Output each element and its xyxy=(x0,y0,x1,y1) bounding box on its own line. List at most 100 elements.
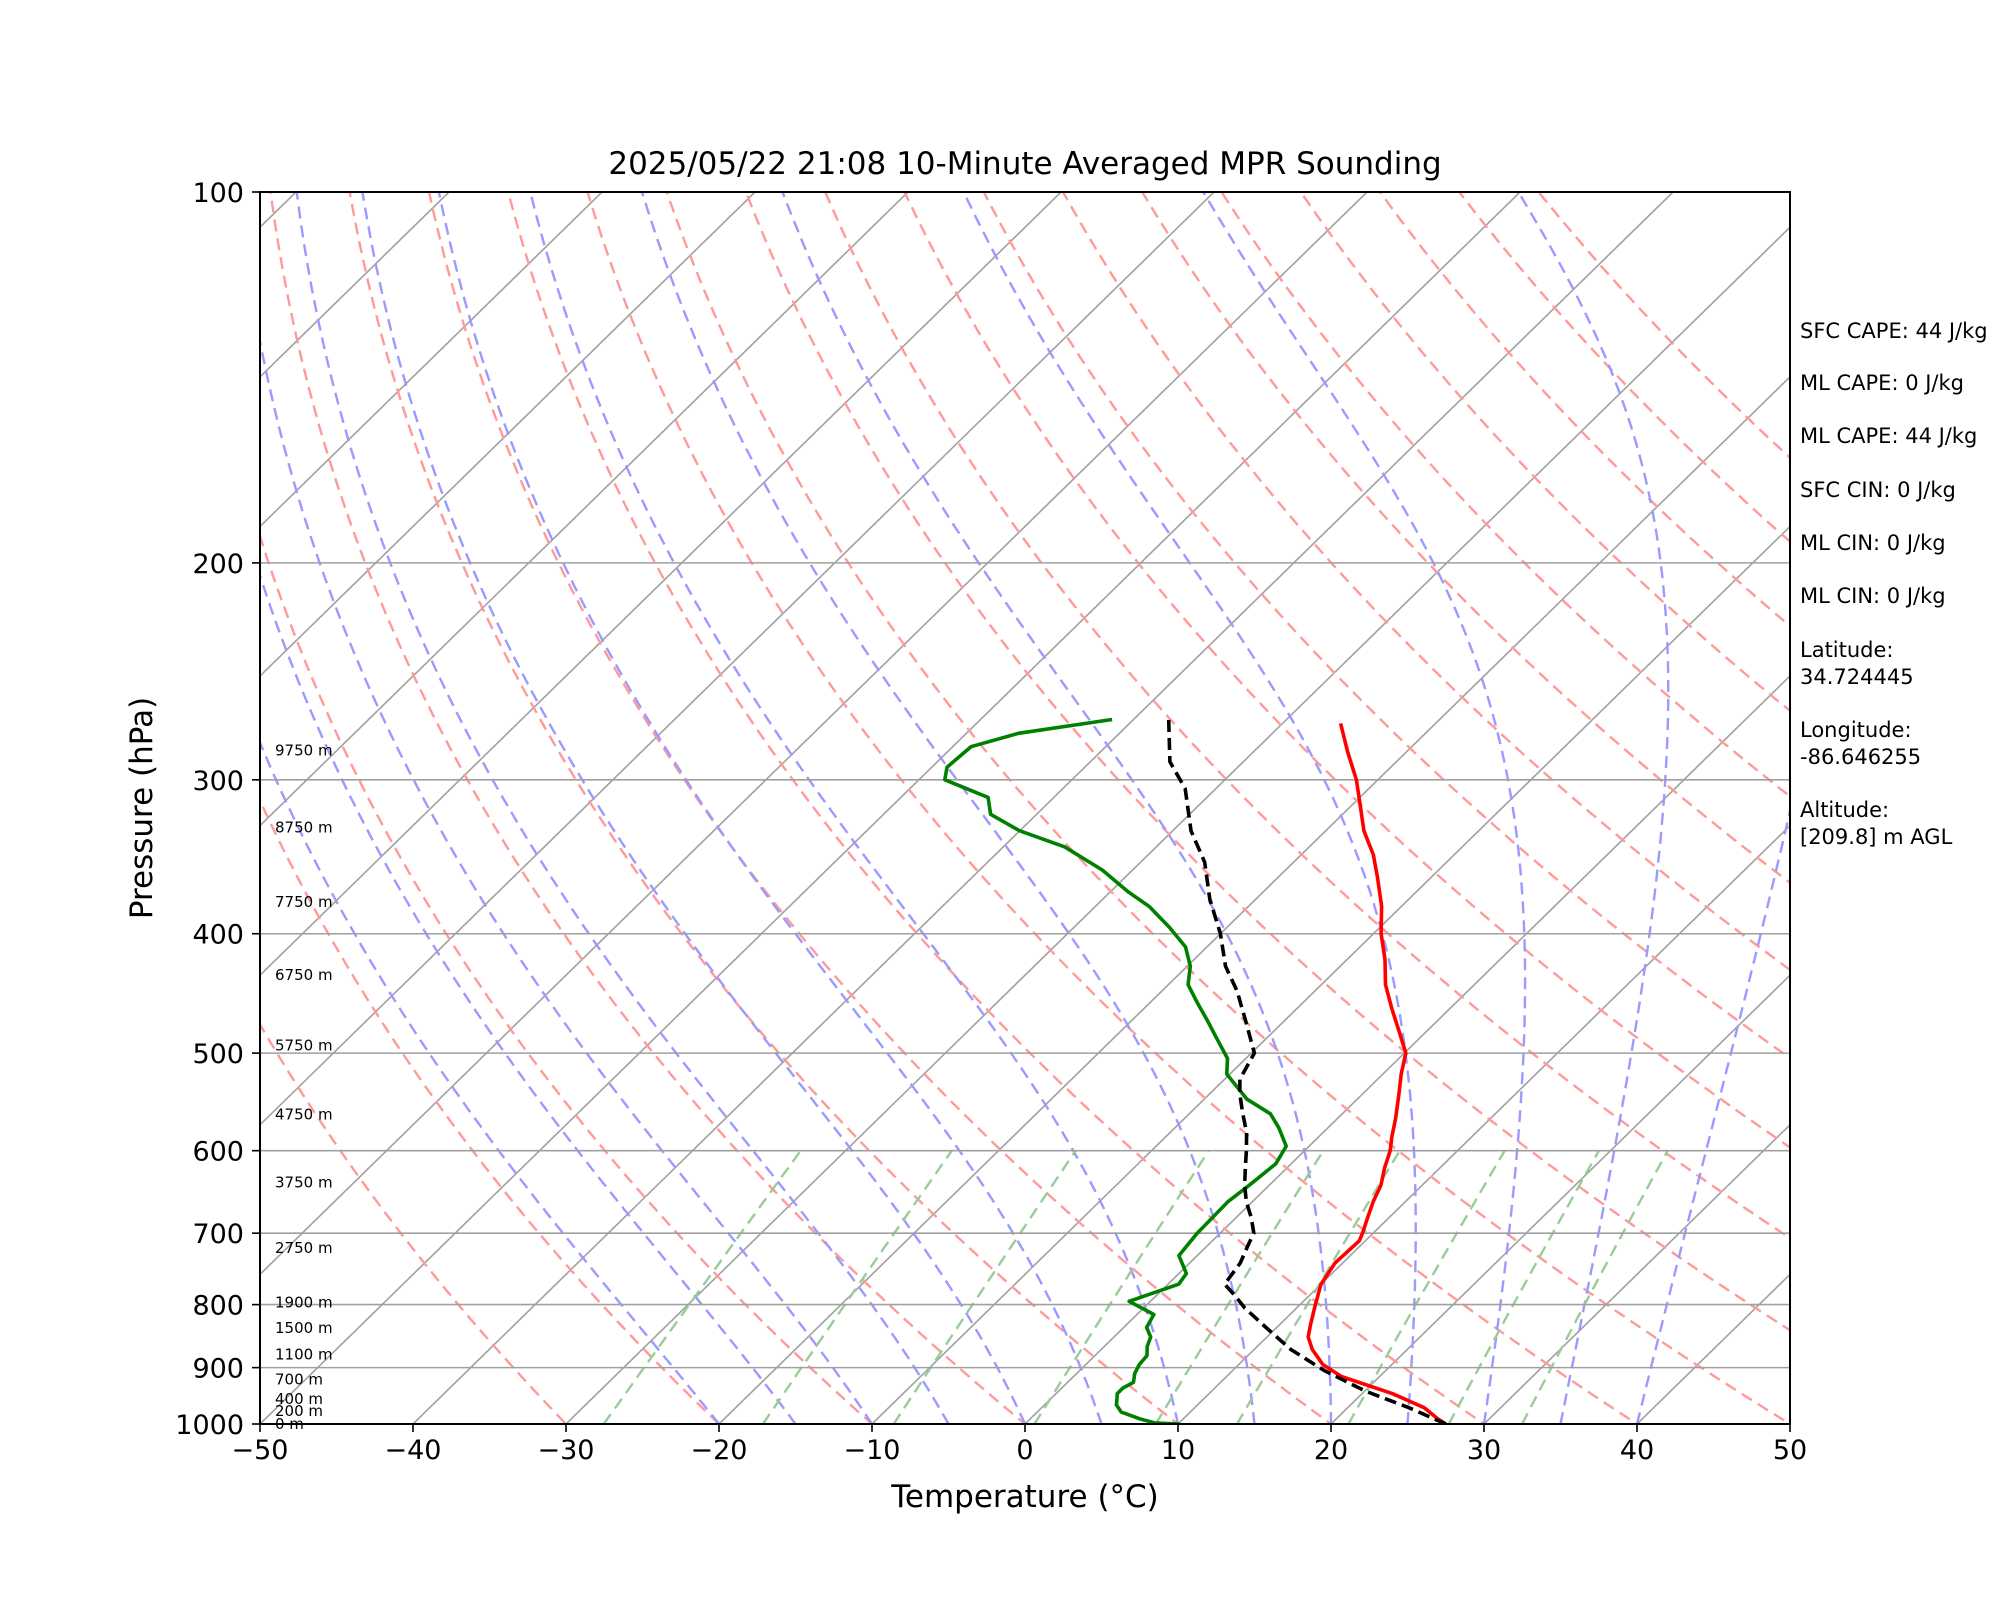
info-annotation: ML CIN: 0 J/kg xyxy=(1800,584,1946,608)
info-annotation: Altitude: xyxy=(1800,798,1889,822)
x-tick-label: −20 xyxy=(691,1435,748,1466)
height-label: 200 m xyxy=(275,1402,323,1420)
height-label: 6750 m xyxy=(275,966,333,984)
height-label: 400 m xyxy=(275,1390,323,1408)
chart-title: 2025/05/22 21:08 10-Minute Averaged MPR … xyxy=(608,146,1441,182)
isotherm-line xyxy=(717,375,1790,1424)
isotherm-line xyxy=(260,192,451,378)
isotherm-line xyxy=(1916,165,2000,1451)
y-tick-label: 1000 xyxy=(175,1410,244,1441)
moist-adiabat-line xyxy=(640,192,1256,1424)
isotherm-line xyxy=(564,226,1790,1424)
temperature-line xyxy=(1306,722,1447,1424)
dry-adiabat-line xyxy=(1457,192,1790,544)
dry-adiabat-line xyxy=(1536,192,1790,460)
x-tick-label: 50 xyxy=(1773,1435,1807,1466)
dry-adiabat-line xyxy=(744,192,1790,1332)
y-tick-label: 100 xyxy=(192,178,244,209)
height-label: 1900 m xyxy=(275,1294,333,1312)
height-label: 700 m xyxy=(275,1370,323,1388)
y-axis-label: Pressure (hPa) xyxy=(124,697,160,919)
height-label: 7750 m xyxy=(275,893,333,911)
moist-adiabat-line xyxy=(1202,192,1527,1424)
info-annotation: Longitude: xyxy=(1800,718,1912,742)
isotherm-line xyxy=(1482,1123,1790,1424)
x-tick-label: −40 xyxy=(385,1435,442,1466)
info-annotation: SFC CAPE: 44 J/kg xyxy=(1800,319,1988,343)
y-tick-label: 900 xyxy=(192,1354,244,1385)
height-label: 1100 m xyxy=(275,1345,333,1363)
isotherm-line xyxy=(870,525,1790,1424)
height-label: 8750 m xyxy=(275,819,333,837)
height-label: 2750 m xyxy=(275,1239,333,1257)
y-tick-label: 600 xyxy=(192,1137,244,1168)
x-tick-label: −50 xyxy=(232,1435,289,1466)
dry-adiabat-line xyxy=(260,797,721,1424)
dewpoint-line xyxy=(943,717,1288,1424)
info-annotation: [209.8] m AGL xyxy=(1800,825,1953,849)
dry-adiabat-line xyxy=(269,192,1027,1424)
y-tick-label: 200 xyxy=(192,549,244,580)
x-tick-label: 0 xyxy=(1016,1435,1033,1466)
height-label: 5750 m xyxy=(275,1037,333,1055)
isotherm-line xyxy=(260,192,1522,1424)
mixing-ratio-line xyxy=(892,1150,1077,1424)
x-tick-label: −10 xyxy=(844,1435,901,1466)
info-annotation: 34.724445 xyxy=(1800,665,1914,689)
info-annotation: ML CAPE: 44 J/kg xyxy=(1800,424,1977,448)
moist-adiabat-line xyxy=(260,739,720,1424)
dry-adiabat-line xyxy=(1140,192,1790,885)
y-tick-label: 300 xyxy=(192,766,244,797)
y-tick-label: 500 xyxy=(192,1039,244,1070)
dry-adiabat-line xyxy=(260,532,874,1424)
y-tick-label: 700 xyxy=(192,1219,244,1250)
y-tick-label: 800 xyxy=(192,1291,244,1322)
x-tick-label: −30 xyxy=(538,1435,595,1466)
moist-adiabat-line xyxy=(529,192,1180,1424)
moist-adiabat-line xyxy=(260,334,873,1424)
isotherm-line xyxy=(260,192,298,229)
isotherm-line xyxy=(260,192,910,827)
dry-adiabat-line xyxy=(903,192,1790,1149)
height-label: 1500 m xyxy=(275,1319,333,1337)
info-annotation: ML CAPE: 0 J/kg xyxy=(1800,371,1964,395)
moist-adiabat-line xyxy=(1635,805,1790,1424)
isotherm-line xyxy=(260,192,1063,977)
dry-adiabat-line xyxy=(506,192,1487,1424)
dry-adiabat-line xyxy=(1299,192,1790,713)
dry-adiabat-line xyxy=(348,192,1180,1424)
moist-adiabat-line xyxy=(781,192,1333,1424)
mixing-ratio-line xyxy=(1033,1150,1210,1424)
moist-adiabat-line xyxy=(361,192,1027,1424)
isotherm-line xyxy=(1176,824,1790,1424)
info-annotation: -86.646255 xyxy=(1800,745,1921,769)
x-tick-label: 20 xyxy=(1314,1435,1348,1466)
parcel-path-line xyxy=(1166,719,1447,1424)
isotherm-line xyxy=(260,192,604,528)
x-axis-label: Temperature (°C) xyxy=(890,1479,1159,1515)
x-tick-label: 10 xyxy=(1161,1435,1195,1466)
info-annotation: ML CIN: 0 J/kg xyxy=(1800,531,1946,555)
isotherm-line xyxy=(260,192,1216,1126)
x-tick-label: 30 xyxy=(1467,1435,1501,1466)
moist-adiabat-line xyxy=(437,192,1103,1424)
info-annotation: Latitude: xyxy=(1800,638,1894,662)
isotherm-line xyxy=(1329,974,1790,1424)
mixing-ratio-line xyxy=(602,1149,802,1424)
height-label: 9750 m xyxy=(275,741,333,759)
dry-adiabat-line xyxy=(1220,192,1790,798)
moist-adiabat-line xyxy=(260,571,797,1424)
isotherm-line xyxy=(260,192,1369,1276)
moist-adiabat-line xyxy=(962,192,1417,1424)
height-label: 0 m xyxy=(275,1415,304,1433)
height-label: 3750 m xyxy=(275,1174,333,1192)
y-tick-label: 400 xyxy=(192,920,244,951)
moist-adiabat-line xyxy=(295,192,950,1424)
dry-adiabat-line xyxy=(665,192,1790,1424)
isotherm-line xyxy=(0,165,18,1451)
info-annotation: SFC CIN: 0 J/kg xyxy=(1800,478,1956,502)
dry-adiabat-line xyxy=(260,1022,568,1424)
x-tick-label: 40 xyxy=(1620,1435,1654,1466)
